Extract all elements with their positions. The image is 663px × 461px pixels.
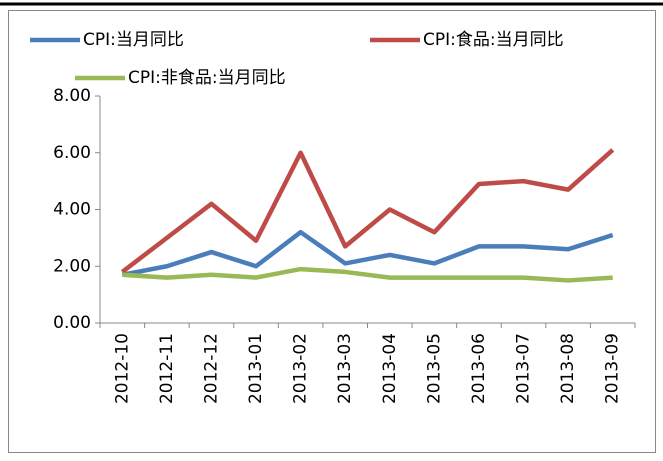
series-line xyxy=(122,266,613,283)
y-tick-label: 2.00 xyxy=(53,256,91,276)
x-tick-label: 2013-07 xyxy=(514,333,534,404)
y-tick-label: 4.00 xyxy=(53,200,91,220)
x-tick-label: 2013-09 xyxy=(603,333,623,404)
x-tick-label: 2013-04 xyxy=(380,333,400,404)
legend-label: CPI:非食品:当月同比 xyxy=(128,68,286,88)
x-tick-label: 2012-12 xyxy=(201,333,221,404)
y-tick-label: 8.00 xyxy=(53,86,91,106)
legend-label: CPI:食品:当月同比 xyxy=(423,30,564,50)
x-tick-label: 2012-10 xyxy=(112,333,132,404)
x-tick-label: 2012-11 xyxy=(157,333,177,404)
series-line xyxy=(120,148,615,274)
x-tick-label: 2013-05 xyxy=(424,333,444,404)
legend-label: CPI:当月同比 xyxy=(83,30,184,50)
y-tick-label: 0.00 xyxy=(53,313,91,333)
series-line xyxy=(121,229,614,277)
x-tick-label: 2013-01 xyxy=(246,333,266,404)
x-tick-label: 2013-03 xyxy=(335,333,355,404)
x-tick-label: 2013-06 xyxy=(469,333,489,404)
frame xyxy=(8,10,656,453)
x-tick-label: 2013-08 xyxy=(558,333,578,404)
x-tick-label: 2013-02 xyxy=(291,333,311,404)
y-tick-label: 6.00 xyxy=(53,143,91,163)
